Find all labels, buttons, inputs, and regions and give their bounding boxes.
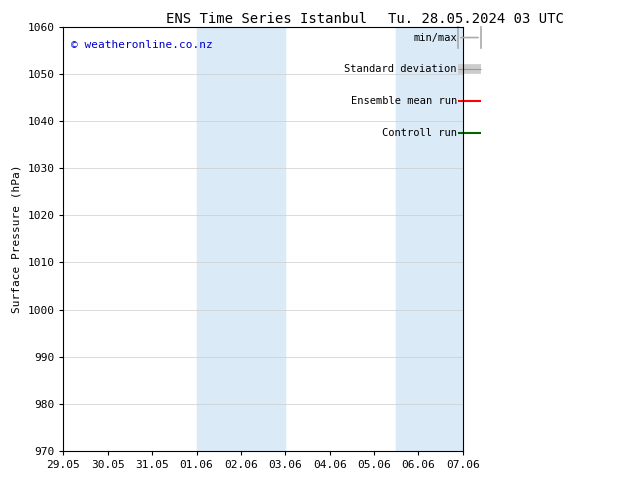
Text: © weatheronline.co.nz: © weatheronline.co.nz [72, 40, 213, 49]
Y-axis label: Surface Pressure (hPa): Surface Pressure (hPa) [12, 165, 22, 313]
Text: Ensemble mean run: Ensemble mean run [351, 96, 457, 106]
Bar [396, 27, 463, 451]
Text: ENS Time Series Istanbul: ENS Time Series Istanbul [165, 12, 367, 26]
Text: Standard deviation: Standard deviation [344, 64, 457, 74]
Text: Tu. 28.05.2024 03 UTC: Tu. 28.05.2024 03 UTC [387, 12, 564, 26]
Bar [197, 27, 285, 451]
Text: Controll run: Controll run [382, 128, 457, 138]
Text: min/max: min/max [413, 32, 457, 43]
